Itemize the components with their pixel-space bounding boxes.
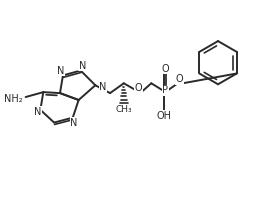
Text: O: O bbox=[176, 74, 184, 84]
Text: N: N bbox=[99, 82, 107, 92]
Text: O: O bbox=[161, 64, 169, 74]
Text: N: N bbox=[34, 107, 41, 117]
Text: NH₂: NH₂ bbox=[4, 94, 23, 104]
Text: CH₃: CH₃ bbox=[116, 105, 132, 114]
Text: N: N bbox=[70, 118, 77, 128]
Text: OH: OH bbox=[157, 111, 172, 121]
Text: N: N bbox=[79, 61, 86, 71]
Text: O: O bbox=[135, 83, 142, 93]
Text: N: N bbox=[57, 66, 65, 75]
Text: P: P bbox=[162, 85, 168, 95]
